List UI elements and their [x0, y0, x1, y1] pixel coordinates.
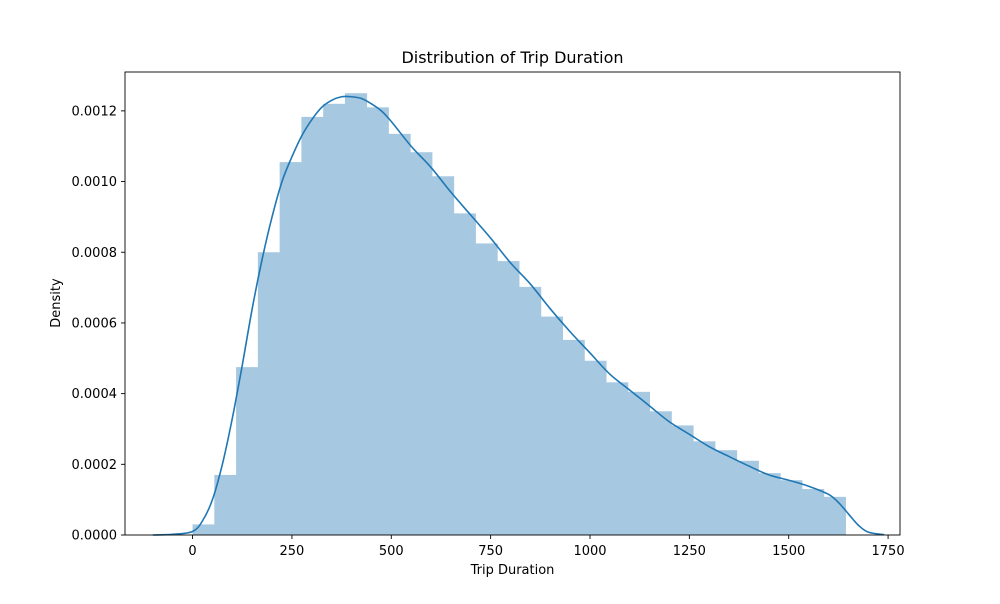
histogram-bar: [497, 261, 520, 535]
histogram-bar: [323, 103, 346, 536]
histogram-bar: [802, 489, 825, 535]
histogram-bar: [780, 480, 803, 535]
histogram-bar: [736, 460, 759, 535]
y-axis-title: Density: [49, 278, 64, 328]
y-tick-label: 0.0006: [72, 316, 118, 331]
x-tick-label: 1250: [673, 544, 706, 559]
histogram-bar: [344, 93, 368, 535]
chart-title: Distribution of Trip Duration: [401, 48, 623, 67]
histogram-bar: [823, 496, 846, 535]
histogram-bar: [606, 382, 629, 535]
histogram-bar: [584, 360, 607, 535]
histogram-bar: [649, 411, 672, 535]
axes-layer: 0 250 500 750 1000 1250 1500 1750 0.0000 0.0002 0.…: [72, 71, 905, 559]
histogram-bar: [410, 152, 433, 535]
histogram-bar: [192, 524, 215, 535]
histogram-bar: [627, 391, 651, 535]
kde-curve: [152, 95, 885, 536]
histogram-bar: [714, 450, 738, 535]
histogram-bar: [562, 339, 585, 535]
histogram-bar: [671, 425, 694, 535]
histogram-bar: [214, 474, 237, 535]
histogram-bar: [475, 243, 498, 536]
histogram-bar: [431, 176, 455, 535]
histogram-bar: [540, 316, 563, 535]
histogram-bar: [453, 213, 476, 536]
histogram-bar: [519, 286, 542, 535]
histogram-bar: [301, 116, 324, 535]
kde-layer: [152, 95, 885, 536]
bars-layer: [192, 93, 846, 536]
x-tick-label: 1000: [573, 544, 606, 559]
y-tick-label: 0.0000: [72, 529, 118, 544]
histogram-bar: [758, 473, 781, 535]
y-tick-label: 0.0012: [72, 104, 118, 119]
y-tick-label: 0.0008: [72, 246, 118, 261]
histogram-bar: [236, 367, 259, 535]
histogram-bar: [366, 107, 389, 536]
histogram-bar: [279, 162, 302, 535]
x-tick-label: 1750: [872, 544, 905, 559]
x-tick-label: 0: [188, 544, 196, 559]
y-tick-label: 0.0010: [72, 175, 118, 190]
histogram-bar: [257, 252, 281, 536]
histogram-bar: [388, 133, 411, 536]
y-tick-label: 0.0002: [72, 458, 118, 473]
y-tick-label: 0.0004: [72, 387, 118, 402]
x-axis-title: Trip Duration: [470, 563, 555, 578]
plot-frame: [124, 71, 901, 536]
x-tick-label: 250: [280, 544, 305, 559]
x-tick-label: 1500: [772, 544, 805, 559]
histogram-bar: [693, 441, 716, 535]
x-tick-label: 500: [379, 544, 404, 559]
x-tick-label: 750: [478, 544, 503, 559]
